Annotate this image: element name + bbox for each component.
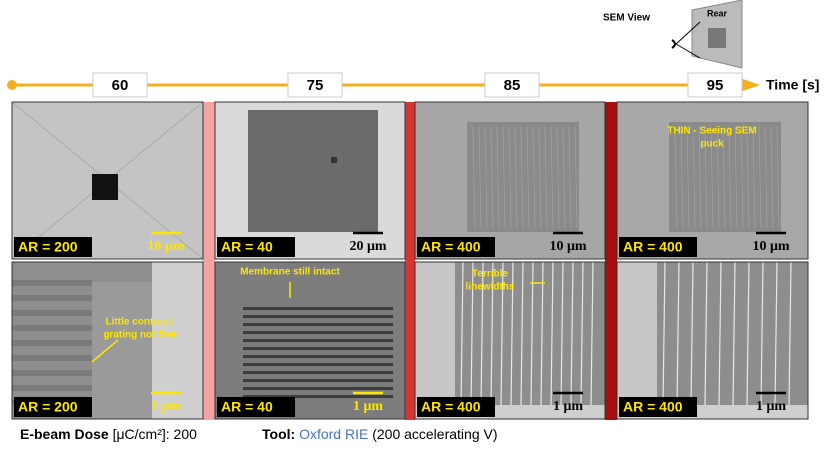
rear-label: Rear [707, 8, 728, 18]
scale-label: 1 μm [756, 399, 786, 414]
annotation: Terrible [472, 269, 508, 280]
sem-view-label: SEM View [603, 13, 650, 24]
sem-feature [243, 371, 393, 374]
time-label: 75 [307, 77, 324, 94]
sem-feature [243, 307, 393, 310]
sem-feature [248, 110, 378, 232]
ar-label: AR = 40 [221, 239, 273, 255]
scale-label: 1 μm [353, 399, 383, 414]
scale-label: 1 μm [151, 399, 181, 414]
sem-feature [243, 339, 393, 342]
sem-feature [243, 315, 393, 318]
sem-feature [243, 387, 393, 390]
scale-label: 20 μm [349, 239, 386, 254]
ar-label: AR = 400 [421, 399, 481, 415]
eye-icon [672, 40, 675, 48]
tool-detail: (200 accelerating V) [372, 426, 497, 442]
sem-feature [12, 280, 92, 286]
time-axis-label: Time [s] [766, 77, 819, 93]
sem-feature [12, 295, 92, 301]
scale-label: 10 μm [549, 239, 586, 254]
annotation: linewidths [466, 282, 515, 293]
tool-text: Tool: Oxford RIE (200 accelerating V) [262, 426, 498, 442]
tool-name: Oxford RIE [299, 426, 368, 442]
tool-label: Tool: [262, 426, 295, 442]
ar-label: AR = 200 [18, 239, 78, 255]
figure: SEM View Rear Time [s] AR = 200 10 μm AR =… [0, 0, 826, 469]
sem-feature [12, 310, 92, 316]
time-arrow [740, 78, 760, 92]
sem-feature [331, 157, 337, 163]
time-start [7, 80, 17, 90]
scale-label: 1 μm [553, 399, 583, 414]
sem-view-inset: SEM View Rear [603, 0, 742, 68]
time-label: 95 [707, 77, 724, 94]
sem-feature [12, 325, 92, 331]
sem-feature [12, 355, 92, 361]
sample [708, 28, 726, 48]
sem-feature [92, 174, 118, 200]
sem-feature [12, 385, 92, 391]
sem-feature [243, 363, 393, 366]
sem-feature [243, 355, 393, 358]
time-label: 85 [504, 77, 521, 94]
annotation: THIN - Seeing SEM [667, 126, 756, 137]
sem-feature [243, 331, 393, 334]
sem-feature [617, 262, 657, 419]
dose-label: E-beam Dose [20, 426, 109, 442]
sem-feature [12, 370, 92, 376]
ar-label: AR = 400 [421, 239, 481, 255]
annotation: puck [700, 139, 724, 150]
annotation: grating not free [103, 330, 177, 341]
annotation: Membrane still intact [240, 267, 340, 278]
footer: E-beam Dose [μC/cm²]: 200 Tool: Oxford R… [20, 426, 498, 442]
ar-label: AR = 400 [623, 399, 683, 415]
time-label: 60 [112, 77, 129, 94]
annotation: Little contrast, [106, 317, 175, 328]
scale-label: 10 μm [147, 239, 184, 254]
dose-value: [μC/cm²]: 200 [113, 426, 198, 442]
sem-feature [243, 347, 393, 350]
sem-feature [243, 323, 393, 326]
separator [605, 102, 617, 420]
separator [405, 102, 415, 420]
sem-feature [243, 379, 393, 382]
dose-text: E-beam Dose [μC/cm²]: 200 [20, 426, 197, 442]
ar-label: AR = 200 [18, 399, 78, 415]
ar-label: AR = 400 [623, 239, 683, 255]
sem-feature [12, 340, 92, 346]
separator [203, 102, 215, 420]
sem-feature [415, 262, 455, 419]
scale-label: 10 μm [752, 239, 789, 254]
sem-feature [92, 282, 152, 419]
ar-label: AR = 40 [221, 399, 273, 415]
